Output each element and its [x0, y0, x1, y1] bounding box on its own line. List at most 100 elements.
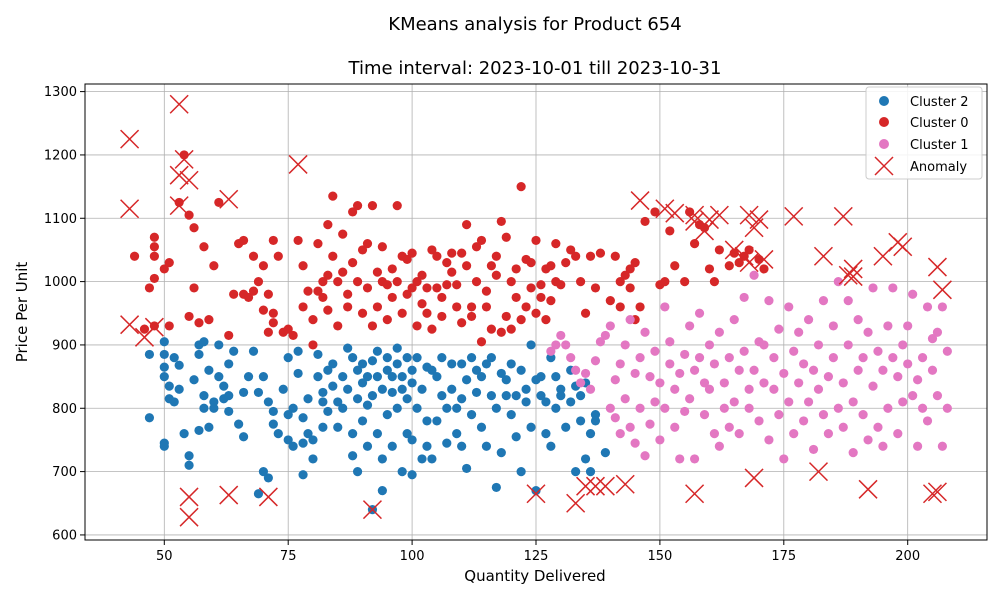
data-point-cluster-0	[432, 251, 442, 261]
data-point-cluster-2	[338, 372, 348, 382]
data-point-cluster-1	[784, 302, 794, 312]
y-tick-label: 700	[52, 465, 77, 480]
data-point-cluster-2	[318, 397, 328, 407]
data-point-cluster-0	[511, 292, 521, 303]
data-point-cluster-2	[243, 372, 254, 382]
data-point-cluster-0	[189, 223, 199, 233]
data-point-cluster-2	[159, 349, 169, 360]
data-point-cluster-2	[348, 429, 358, 439]
data-point-cluster-2	[303, 394, 313, 404]
data-point-cluster-2	[159, 362, 169, 372]
data-point-cluster-0	[323, 270, 333, 280]
data-point-cluster-0	[625, 264, 635, 274]
x-tick-label: 100	[400, 549, 425, 564]
data-point-cluster-2	[432, 372, 442, 382]
data-point-cluster-2	[462, 375, 472, 385]
data-point-cluster-0	[635, 302, 645, 312]
data-point-cluster-1	[744, 403, 754, 413]
data-point-cluster-0	[303, 286, 313, 296]
data-point-cluster-0	[323, 220, 333, 230]
data-point-cluster-2	[496, 368, 506, 379]
data-point-cluster-1	[789, 429, 799, 439]
data-point-cluster-1	[913, 375, 923, 385]
anomaly-point	[813, 246, 833, 266]
data-point-cluster-1	[803, 397, 814, 407]
data-point-cluster-1	[625, 422, 635, 432]
legend-marker-anomaly	[874, 156, 894, 176]
data-point-cluster-2	[576, 416, 586, 426]
anomaly-point	[808, 462, 829, 482]
data-point-cluster-0	[724, 261, 734, 271]
anomaly-point	[858, 479, 878, 499]
data-point-cluster-1	[551, 340, 561, 350]
data-point-cluster-2	[328, 359, 338, 369]
data-point-cluster-0	[273, 251, 283, 261]
data-point-cluster-2	[268, 419, 278, 429]
data-point-cluster-2	[476, 422, 487, 432]
data-point-cluster-2	[273, 429, 283, 439]
data-point-cluster-1	[838, 422, 848, 432]
data-point-cluster-1	[714, 327, 724, 337]
data-point-cluster-0	[432, 283, 442, 293]
data-point-cluster-2	[432, 416, 442, 426]
data-point-cluster-1	[828, 353, 838, 363]
anomaly-point	[932, 280, 952, 300]
data-point-cluster-0	[343, 289, 353, 299]
data-point-cluster-1	[764, 435, 774, 445]
data-point-cluster-1	[749, 270, 759, 280]
anomaly-point	[258, 487, 278, 507]
data-point-cluster-2	[476, 372, 487, 382]
data-point-cluster-0	[680, 277, 690, 287]
data-point-cluster-2	[457, 394, 467, 404]
data-point-cluster-2	[417, 384, 427, 394]
data-point-cluster-2	[372, 372, 383, 382]
data-point-cluster-2	[204, 365, 214, 375]
data-point-cluster-0	[442, 280, 452, 290]
data-point-cluster-2	[313, 349, 323, 360]
data-point-cluster-1	[838, 378, 848, 388]
data-point-cluster-2	[219, 381, 229, 391]
data-point-cluster-2	[407, 365, 417, 375]
data-point-cluster-0	[744, 245, 754, 255]
data-point-cluster-2	[323, 365, 333, 375]
data-point-cluster-1	[635, 353, 645, 363]
data-point-cluster-2	[377, 384, 387, 394]
data-point-cluster-1	[853, 365, 863, 375]
data-point-cluster-2	[323, 406, 333, 417]
data-point-cluster-2	[308, 454, 318, 464]
data-point-cluster-1	[858, 353, 868, 363]
series-anomaly	[120, 94, 952, 527]
data-point-cluster-1	[685, 394, 695, 404]
data-point-cluster-0	[437, 292, 447, 303]
data-point-cluster-0	[298, 261, 308, 271]
data-point-cluster-2	[491, 482, 501, 493]
data-point-cluster-1	[734, 429, 744, 439]
data-point-cluster-0	[422, 308, 432, 318]
data-point-cluster-2	[447, 359, 457, 369]
data-point-cluster-0	[412, 321, 422, 331]
anomaly-point	[169, 94, 189, 114]
data-point-cluster-0	[179, 150, 189, 160]
data-point-cluster-1	[585, 384, 596, 394]
data-point-cluster-1	[818, 296, 829, 306]
data-point-cluster-2	[511, 432, 521, 442]
data-point-cluster-2	[447, 384, 457, 394]
data-point-cluster-1	[818, 410, 829, 420]
data-point-cluster-1	[833, 403, 843, 413]
data-point-cluster-0	[129, 251, 140, 261]
data-point-cluster-1	[675, 368, 685, 379]
data-point-cluster-0	[585, 251, 596, 261]
x-tick-label: 125	[524, 549, 549, 564]
data-point-cluster-0	[194, 318, 204, 328]
data-point-cluster-1	[908, 391, 918, 401]
x-tick-label: 75	[280, 549, 297, 564]
data-point-cluster-0	[149, 321, 159, 331]
data-point-cluster-2	[214, 372, 224, 382]
data-point-cluster-2	[466, 410, 477, 420]
anomaly-point	[526, 484, 546, 504]
data-point-cluster-2	[402, 394, 412, 404]
data-point-cluster-2	[328, 381, 338, 391]
chart-title: KMeans analysis for Product 654	[388, 14, 681, 35]
data-point-cluster-2	[224, 406, 234, 417]
anomaly-point	[833, 206, 853, 226]
